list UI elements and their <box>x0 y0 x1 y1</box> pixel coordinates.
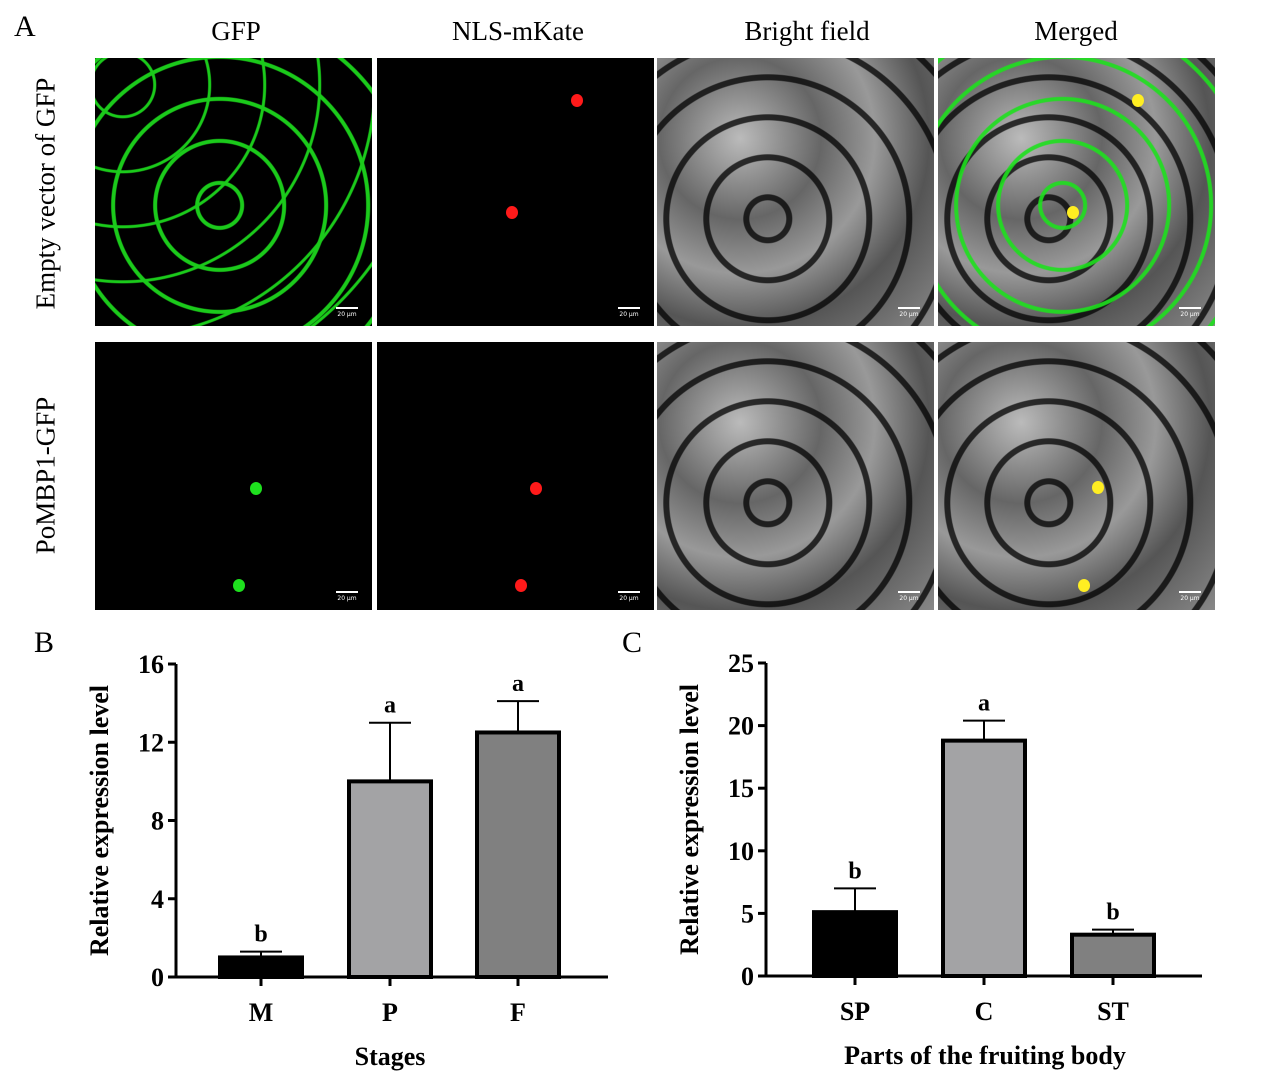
micrograph-pombp1-merged: 20 μm <box>938 342 1215 610</box>
micrograph-empty-merged: 20 μm <box>938 58 1215 326</box>
y-tick-label: 5 <box>741 899 754 928</box>
x-tick-label: SP <box>840 997 870 1026</box>
micrograph-empty-gfp: 20 μm <box>95 58 372 326</box>
nucleus-green <box>250 482 262 495</box>
scale-bar: 20 μm <box>1179 307 1201 318</box>
y-axis-title: Relative expression level <box>675 684 704 955</box>
y-tick-label: 20 <box>728 712 754 741</box>
y-tick-label: 0 <box>151 963 164 992</box>
scale-bar: 20 μm <box>336 307 358 318</box>
micrograph-empty-mkate: 20 μm <box>377 58 654 326</box>
nucleus-red <box>515 579 527 592</box>
y-tick-label: 12 <box>138 728 164 757</box>
nucleus-red <box>530 482 542 495</box>
col-title-bright-field: Bright field <box>744 16 870 46</box>
x-tick-label: M <box>249 998 274 1027</box>
col-title-merged: Merged <box>1034 16 1118 46</box>
row-title-empty-vector: Empty vector of GFP <box>30 77 61 310</box>
bar-c <box>941 738 1027 979</box>
nucleus-yellow <box>1067 206 1079 219</box>
scale-bar: 20 μm <box>1179 591 1201 602</box>
bar-sp <box>812 910 898 979</box>
panel-c-label: C <box>622 626 643 659</box>
nucleus-yellow <box>1078 579 1090 592</box>
nucleus-green <box>233 579 245 592</box>
scale-bar: 20 μm <box>336 591 358 602</box>
bar-st <box>1070 932 1156 978</box>
micrograph-pombp1-mkate: 20 μm <box>377 342 654 610</box>
scale-bar: 20 μm <box>618 307 640 318</box>
significance-letter: a <box>384 693 396 719</box>
y-tick-label: 25 <box>728 649 754 678</box>
nucleus-yellow <box>1132 94 1144 107</box>
significance-letter: b <box>848 858 861 884</box>
micrograph-pombp1-brightfield: 20 μm <box>657 342 934 610</box>
nucleus-yellow <box>1092 481 1104 494</box>
chart-b-stages: 0 4 8 12 16 b Ma Pa F Stages Relative expression l… <box>85 650 608 1071</box>
significance-letter: b <box>1106 900 1119 926</box>
row-title-pombp1-gfp: PoMBP1-GFP <box>30 396 61 555</box>
scale-bar: 20 μm <box>618 591 640 602</box>
x-axis-title: Parts of the fruiting body <box>844 1041 1126 1070</box>
x-tick-label: ST <box>1097 997 1129 1026</box>
y-tick-label: 10 <box>728 837 754 866</box>
y-tick-label: 8 <box>151 807 164 836</box>
scale-bar: 20 μm <box>898 307 920 318</box>
significance-letter: a <box>978 691 990 717</box>
significance-letter: a <box>512 671 524 697</box>
y-tick-label: 0 <box>741 962 754 991</box>
x-tick-label: C <box>975 997 994 1026</box>
y-tick-label: 4 <box>151 885 164 914</box>
significance-letter: b <box>254 922 267 948</box>
y-axis-title: Relative expression level <box>85 685 114 956</box>
x-tick-label: P <box>382 998 398 1027</box>
bar-f <box>475 730 561 979</box>
x-axis-title: Stages <box>355 1042 426 1071</box>
panel-a-label: A <box>14 10 36 43</box>
micrograph-empty-brightfield: 20 μm <box>657 58 934 326</box>
nucleus-red <box>506 206 518 219</box>
y-tick-label: 16 <box>138 650 164 679</box>
col-title-gfp: GFP <box>211 16 261 46</box>
scale-bar: 20 μm <box>898 591 920 602</box>
bar-p <box>347 779 433 979</box>
micrograph-pombp1-gfp: 20 μm <box>95 342 372 610</box>
col-title-nls-mkate: NLS-mKate <box>452 16 584 46</box>
nucleus-red <box>571 94 583 107</box>
y-tick-label: 15 <box>728 774 754 803</box>
chart-c-fruiting-body: 0 5 10 15 20 25 b SP a Cb ST Parts of the fruiting … <box>675 649 1202 1070</box>
x-tick-label: F <box>510 998 526 1027</box>
bar-m <box>218 955 304 979</box>
panel-b-label: B <box>34 626 55 659</box>
